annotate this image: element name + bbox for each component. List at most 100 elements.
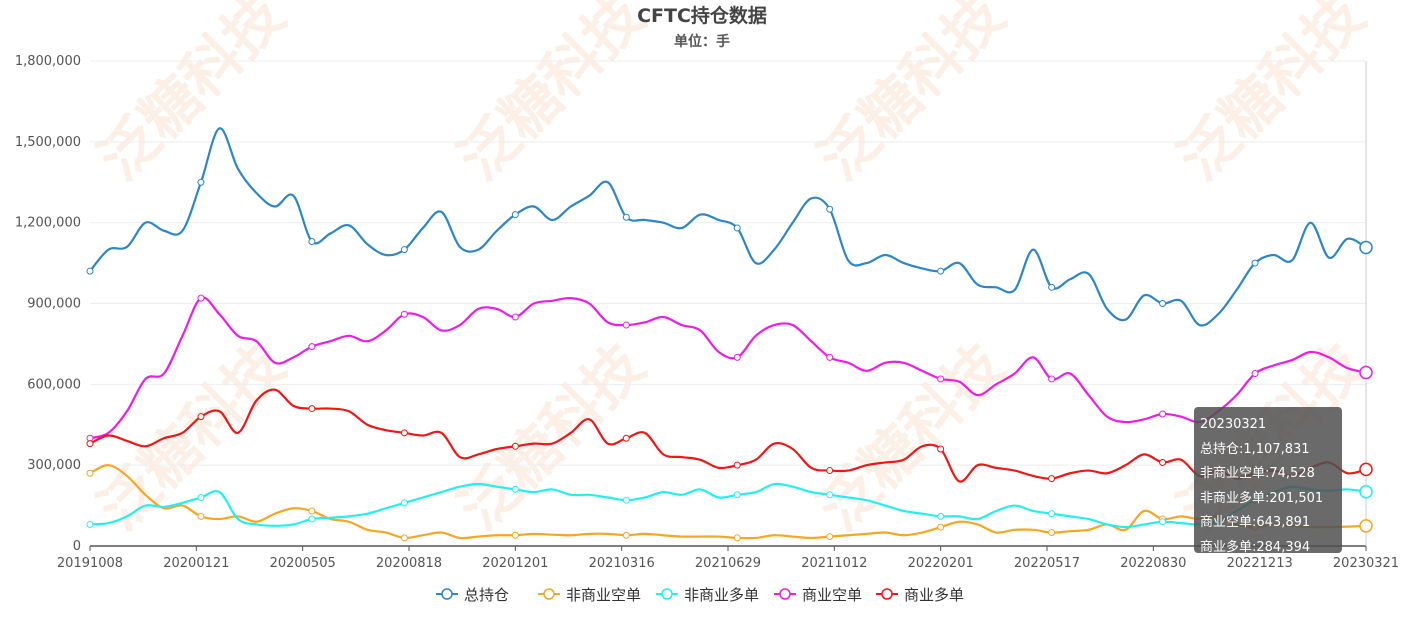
watermark-text: 泛糖科技 [805,0,1017,193]
data-point [1159,410,1167,418]
x-tick-label: 20211012 [801,556,867,571]
data-point [308,343,316,351]
data-point [86,520,94,528]
x-axis: 20191008 20200121 20200505 20200818 20201201… [57,546,1399,571]
x-tick-label: 20200505 [270,556,336,571]
tooltip-line-total: 总持仓:1,107,831 [1200,441,1310,457]
data-point [197,178,205,186]
legend-marker [779,588,791,600]
data-point [308,515,316,523]
data-point [622,531,630,539]
legend-marker [441,588,453,600]
y-tick-label: 0 [73,539,81,554]
y-tick-label: 1,800,000 [15,54,81,69]
y-tick-label: 1,200,000 [15,216,81,231]
series-line [89,482,1367,529]
data-point [1251,370,1259,378]
x-tick-label: 20220201 [908,556,974,571]
data-point [733,353,741,361]
series-line [89,464,1367,540]
legend-item[interactable]: 商业空单 [774,586,862,604]
y-tick-label: 300,000 [27,458,81,473]
data-point [400,534,408,542]
data-point [86,469,94,477]
chart-title: CFTC持仓数据 [637,4,767,27]
data-point [826,353,834,361]
legend-marker [881,588,893,600]
y-tick-label: 600,000 [27,377,81,392]
data-point [197,413,205,421]
data-point [622,321,630,329]
watermark-text: 泛糖科技 [445,0,657,193]
series-line [89,127,1367,327]
legend-item[interactable]: 总持仓 [436,586,509,604]
data-point [733,491,741,499]
data-point [733,224,741,232]
x-tick-label: 20221213 [1227,556,1293,571]
grid-lines [90,60,1367,547]
legend-label: 非商业多单 [684,586,759,604]
tooltip-line-comm-short: 商业空单:643,891 [1200,515,1311,530]
x-tick-label: 20230321 [1333,556,1399,571]
x-tick-label: 20200121 [163,556,229,571]
y-tick-label: 1,500,000 [15,135,81,150]
data-point-highlight [1359,365,1373,380]
x-tick-label: 20220517 [1014,556,1080,571]
chart-subtitle: 单位：手 [674,33,730,50]
data-point-highlight [1359,484,1373,499]
data-point [937,523,945,531]
tooltip: 20230321 总持仓:1,107,831 非商业空单:74,528 非商业多… [1194,407,1342,555]
data-point [308,238,316,246]
data-point [511,531,519,539]
data-point [826,467,834,475]
data-point [826,533,834,541]
series-line [89,296,1367,440]
x-tick-label: 20201201 [482,556,548,571]
data-point [197,294,205,302]
data-point [511,485,519,493]
legend-label: 总持仓 [464,586,509,604]
data-point [400,310,408,318]
data-point [1159,518,1167,526]
data-point [511,313,519,321]
x-tick-label: 20210629 [695,556,761,571]
series-layer [86,127,1373,542]
data-point [400,499,408,507]
data-point [1159,458,1167,466]
data-point [937,512,945,520]
y-axis: 0 300,000 600,000 900,000 1,200,000 1,500,000… [15,54,81,554]
legend-marker [543,588,555,600]
x-tick-label: 20191008 [57,556,123,571]
data-point [733,461,741,469]
data-point [308,507,316,515]
data-point [511,442,519,450]
legend[interactable]: 总持仓 非商业空单 非商业多单 商业空单 商业多单 [436,586,964,604]
x-tick-label: 20210316 [589,556,655,571]
x-tick-label: 20220830 [1120,556,1186,571]
legend-label: 商业空单 [802,586,862,604]
data-point [937,445,945,453]
legend-label: 商业多单 [904,586,964,604]
x-tick-label: 20200818 [376,556,442,571]
legend-item[interactable]: 非商业多单 [656,586,759,604]
data-point [1159,300,1167,307]
legend-label: 非商业空单 [566,586,641,604]
tooltip-line-noncomm-short: 非商业空单:74,528 [1200,466,1315,481]
watermark-text: 泛糖科技 [1165,0,1377,193]
y-tick-label: 900,000 [27,297,81,312]
data-point [511,211,519,219]
series-line [89,388,1367,483]
data-point [197,494,205,501]
data-point [826,491,834,499]
legend-item[interactable]: 商业多单 [876,586,964,604]
data-point [733,534,741,542]
data-point [937,375,945,383]
data-point-highlight [1359,462,1373,477]
legend-item[interactable]: 非商业空单 [538,586,641,604]
data-point [937,267,945,275]
data-point [400,429,408,437]
data-point [197,512,205,520]
watermark-text: 泛糖科技 [85,0,297,193]
data-point [308,405,316,413]
data-point [1251,259,1259,267]
